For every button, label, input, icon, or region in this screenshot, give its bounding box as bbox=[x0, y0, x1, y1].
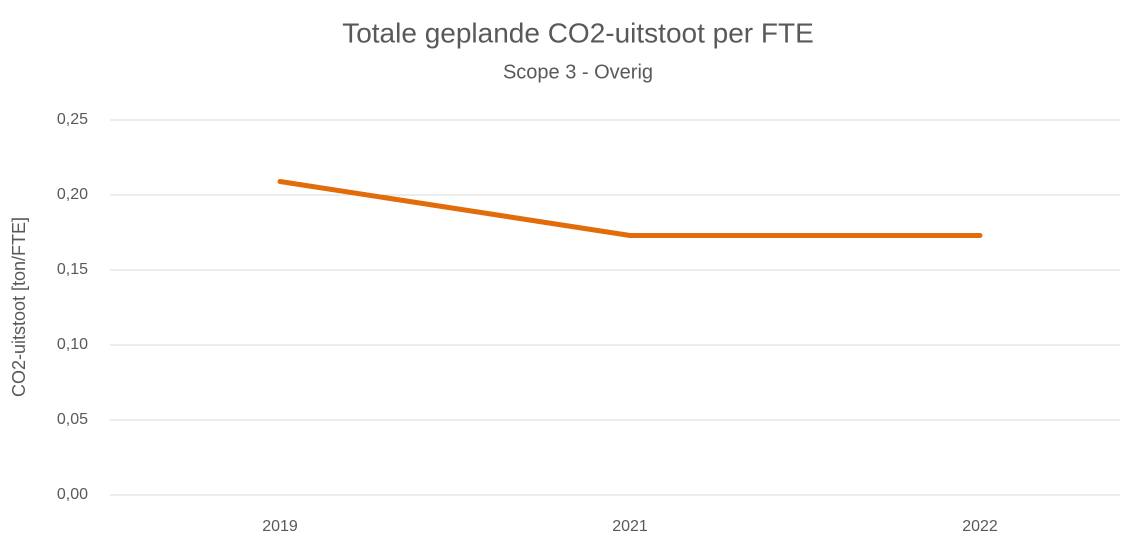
y-axis-label: CO2-uitstoot [ton/FTE] bbox=[9, 217, 29, 397]
y-tick-label: 0,20 bbox=[57, 186, 88, 203]
chart-title: Totale geplande CO2-uitstoot per FTE bbox=[342, 17, 814, 48]
data-line bbox=[277, 179, 983, 238]
x-tick-label: 2022 bbox=[962, 518, 998, 535]
x-tick-label: 2021 bbox=[612, 518, 648, 535]
y-tick-label: 0,15 bbox=[57, 261, 88, 278]
x-tick-label: 2019 bbox=[262, 518, 298, 535]
chart-subtitle: Scope 3 - Overig bbox=[503, 61, 653, 83]
y-tick-label: 0,10 bbox=[57, 336, 88, 353]
y-tick-label: 0,05 bbox=[57, 411, 88, 428]
y-tick-label: 0,00 bbox=[57, 486, 88, 503]
y-tick-label: 0,25 bbox=[57, 111, 88, 128]
